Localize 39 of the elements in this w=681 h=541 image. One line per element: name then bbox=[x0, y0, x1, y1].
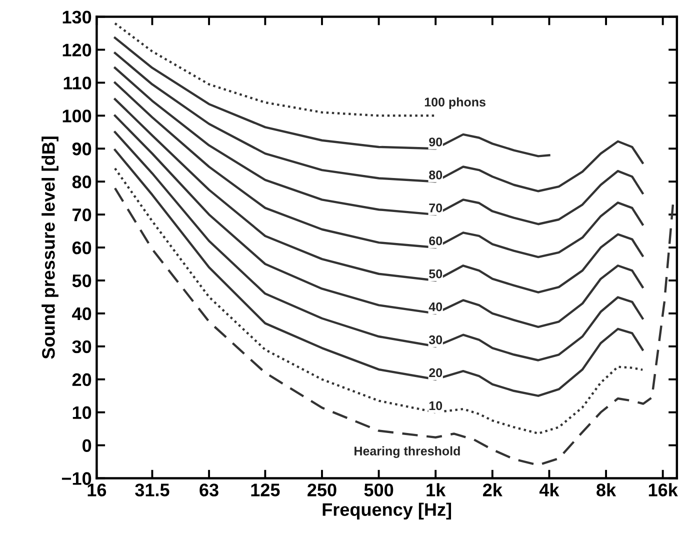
y-tick-label: 120 bbox=[62, 44, 92, 56]
y-tick-label: 20 bbox=[72, 373, 92, 386]
x-tick-label: 16k bbox=[648, 483, 678, 496]
x-tick-label: 4k bbox=[539, 483, 560, 496]
y-tick-label: 50 bbox=[72, 274, 92, 288]
series-label: 80 bbox=[429, 170, 442, 180]
series-label: 60 bbox=[429, 236, 442, 246]
y-axis-title: Sound pressure level [dB] bbox=[42, 136, 58, 359]
x-tick-label: 16 bbox=[88, 484, 106, 496]
x-tick-label: 125 bbox=[251, 484, 280, 496]
series-label: 40 bbox=[428, 302, 442, 312]
x-axis-title: Frequency [Hz] bbox=[322, 502, 452, 520]
x-tick-label: 2k bbox=[482, 483, 502, 496]
y-tick-label: 90 bbox=[72, 142, 92, 156]
y-tick-label: 80 bbox=[72, 176, 92, 188]
y-tick-label: 60 bbox=[72, 241, 92, 254]
series-label: 20 bbox=[429, 368, 442, 378]
series-label: 90 bbox=[429, 138, 442, 146]
x-tick-label: 1k bbox=[426, 483, 446, 496]
y-tick-label: −10 bbox=[62, 472, 92, 485]
x-tick-label: 250 bbox=[308, 484, 336, 496]
y-tick-label: 0 bbox=[82, 439, 92, 452]
series-label: 10 bbox=[429, 401, 442, 410]
series-label: 100 phons bbox=[424, 97, 486, 109]
y-tick-label: 40 bbox=[72, 307, 92, 320]
x-tick-label: 8k bbox=[596, 483, 616, 496]
y-tick-label: 70 bbox=[72, 208, 92, 222]
y-tick-label: 30 bbox=[72, 340, 92, 354]
x-tick-label: 63 bbox=[200, 484, 218, 496]
x-tick-label: 31.5 bbox=[135, 484, 170, 496]
y-tick-label: 110 bbox=[64, 76, 92, 90]
series-label: 50 bbox=[429, 269, 442, 278]
series-label: 30 bbox=[428, 335, 442, 344]
y-tick-label: 10 bbox=[72, 406, 92, 420]
series-label: 70 bbox=[429, 203, 442, 212]
y-tick-label: 130 bbox=[62, 10, 92, 24]
y-tick-label: 100 bbox=[62, 110, 92, 122]
x-tick-label: 500 bbox=[364, 484, 394, 496]
series-label: Hearing threshold bbox=[354, 446, 460, 458]
